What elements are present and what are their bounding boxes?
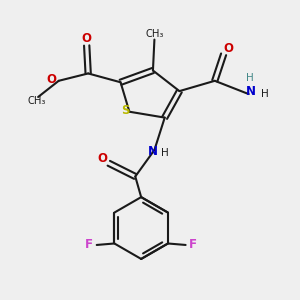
Text: CH₃: CH₃	[145, 29, 164, 39]
Text: O: O	[223, 42, 233, 55]
Text: S: S	[121, 104, 129, 117]
Text: F: F	[189, 238, 197, 251]
Text: N: N	[148, 145, 158, 158]
Text: H: H	[261, 89, 269, 99]
Text: N: N	[246, 85, 256, 98]
Text: O: O	[46, 73, 56, 86]
Text: H: H	[246, 73, 254, 83]
Text: O: O	[82, 32, 92, 46]
Text: F: F	[85, 238, 93, 251]
Text: CH₃: CH₃	[28, 96, 46, 106]
Text: H: H	[161, 148, 169, 158]
Text: O: O	[97, 152, 107, 165]
